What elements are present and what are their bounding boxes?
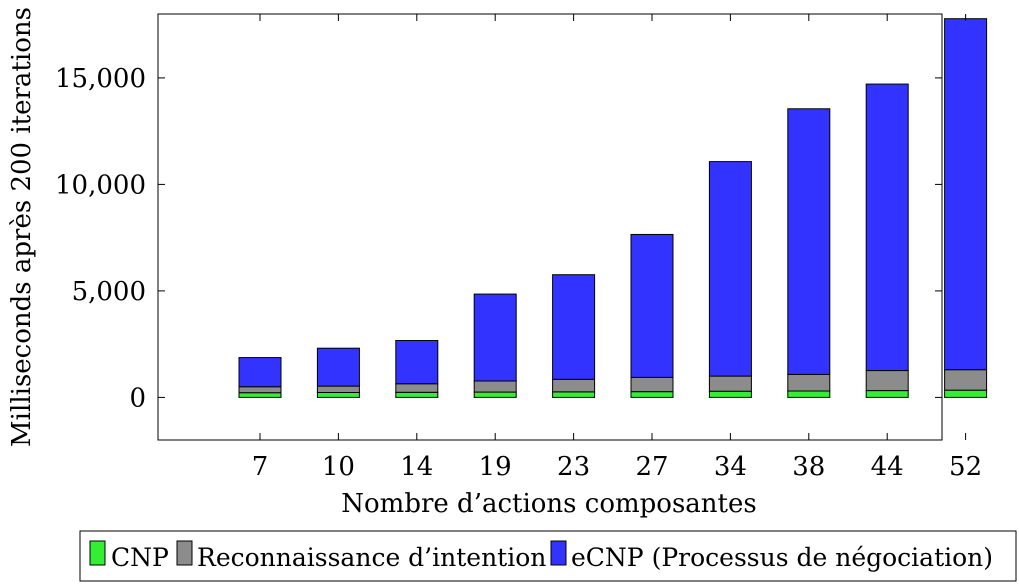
- legend-label-reconnaissance: Reconnaissance d’intention: [197, 543, 546, 572]
- x-axis-label: Nombre d’actions composantes: [341, 489, 756, 519]
- bar-reconnaissance-52: [944, 369, 988, 391]
- x-tick-label: 44: [871, 452, 904, 482]
- y-tick-label: 5,000: [72, 277, 146, 307]
- bar-cnp-7: [238, 392, 282, 398]
- bar-cnp-34: [708, 390, 752, 398]
- x-tick-label: 38: [792, 452, 825, 482]
- bar-cnp-10: [316, 392, 360, 398]
- bar-cnp-19: [473, 391, 517, 398]
- bar-ecnp-34: [708, 161, 752, 377]
- bar-reconnaissance-10: [316, 385, 360, 394]
- x-tick-label: 23: [557, 452, 590, 482]
- bar-ecnp-38: [787, 108, 831, 375]
- y-tick-label: 0: [129, 383, 146, 413]
- bar-reconnaissance-38: [787, 373, 831, 392]
- legend-box: [79, 530, 1017, 582]
- bar-ecnp-52: [944, 18, 988, 371]
- bar-reconnaissance-14: [395, 383, 439, 393]
- bar-cnp-27: [630, 391, 674, 398]
- bar-reconnaissance-34: [708, 375, 752, 392]
- bar-reconnaissance-7: [238, 386, 282, 394]
- bar-ecnp-7: [238, 357, 282, 388]
- bar-cnp-38: [787, 390, 831, 398]
- y-tick-label: 15,000: [55, 64, 146, 94]
- bar-ecnp-10: [316, 347, 360, 387]
- plot-frame: [157, 13, 943, 441]
- y-tick-label: 10,000: [55, 170, 146, 200]
- x-tick-label: 27: [635, 452, 668, 482]
- bar-cnp-23: [552, 391, 596, 398]
- bar-ecnp-14: [395, 340, 439, 385]
- legend-swatch-reconnaissance: [176, 540, 193, 566]
- x-tick-label: 14: [400, 452, 433, 482]
- bar-reconnaissance-23: [552, 378, 596, 393]
- bar-reconnaissance-44: [865, 370, 909, 392]
- x-tick-label: 19: [479, 452, 512, 482]
- y-axis-label: Milliseconds après 200 iterations: [7, 7, 37, 447]
- legend-label-cnp: CNP: [111, 543, 169, 572]
- legend: CNP Reconnaissance d’intention eCNP (Proce…: [79, 530, 1017, 582]
- bars-group: [238, 18, 988, 398]
- y-axis: 0 5,000 10,000 15,000: [55, 64, 942, 413]
- bar-ecnp-27: [630, 233, 674, 378]
- x-tick-label: 10: [322, 452, 355, 482]
- x-tick-label: 34: [714, 452, 747, 482]
- bar-ecnp-23: [552, 274, 596, 380]
- legend-label-ecnp: eCNP (Processus de négociation): [571, 543, 993, 572]
- legend-swatch-cnp: [89, 540, 106, 566]
- x-axis: 7 10 14 19 23 27 34 38 44 52: [252, 14, 982, 482]
- bar-ecnp-44: [865, 83, 909, 372]
- bar-cnp-52: [944, 389, 988, 398]
- bar-cnp-14: [395, 391, 439, 398]
- bar-cnp-44: [865, 390, 909, 398]
- x-tick-label: 52: [949, 452, 982, 482]
- legend-swatch-ecnp: [550, 540, 567, 566]
- bar-reconnaissance-19: [473, 380, 517, 393]
- bar-reconnaissance-27: [630, 376, 674, 393]
- x-tick-label: 7: [252, 452, 269, 482]
- bar-ecnp-19: [473, 293, 517, 382]
